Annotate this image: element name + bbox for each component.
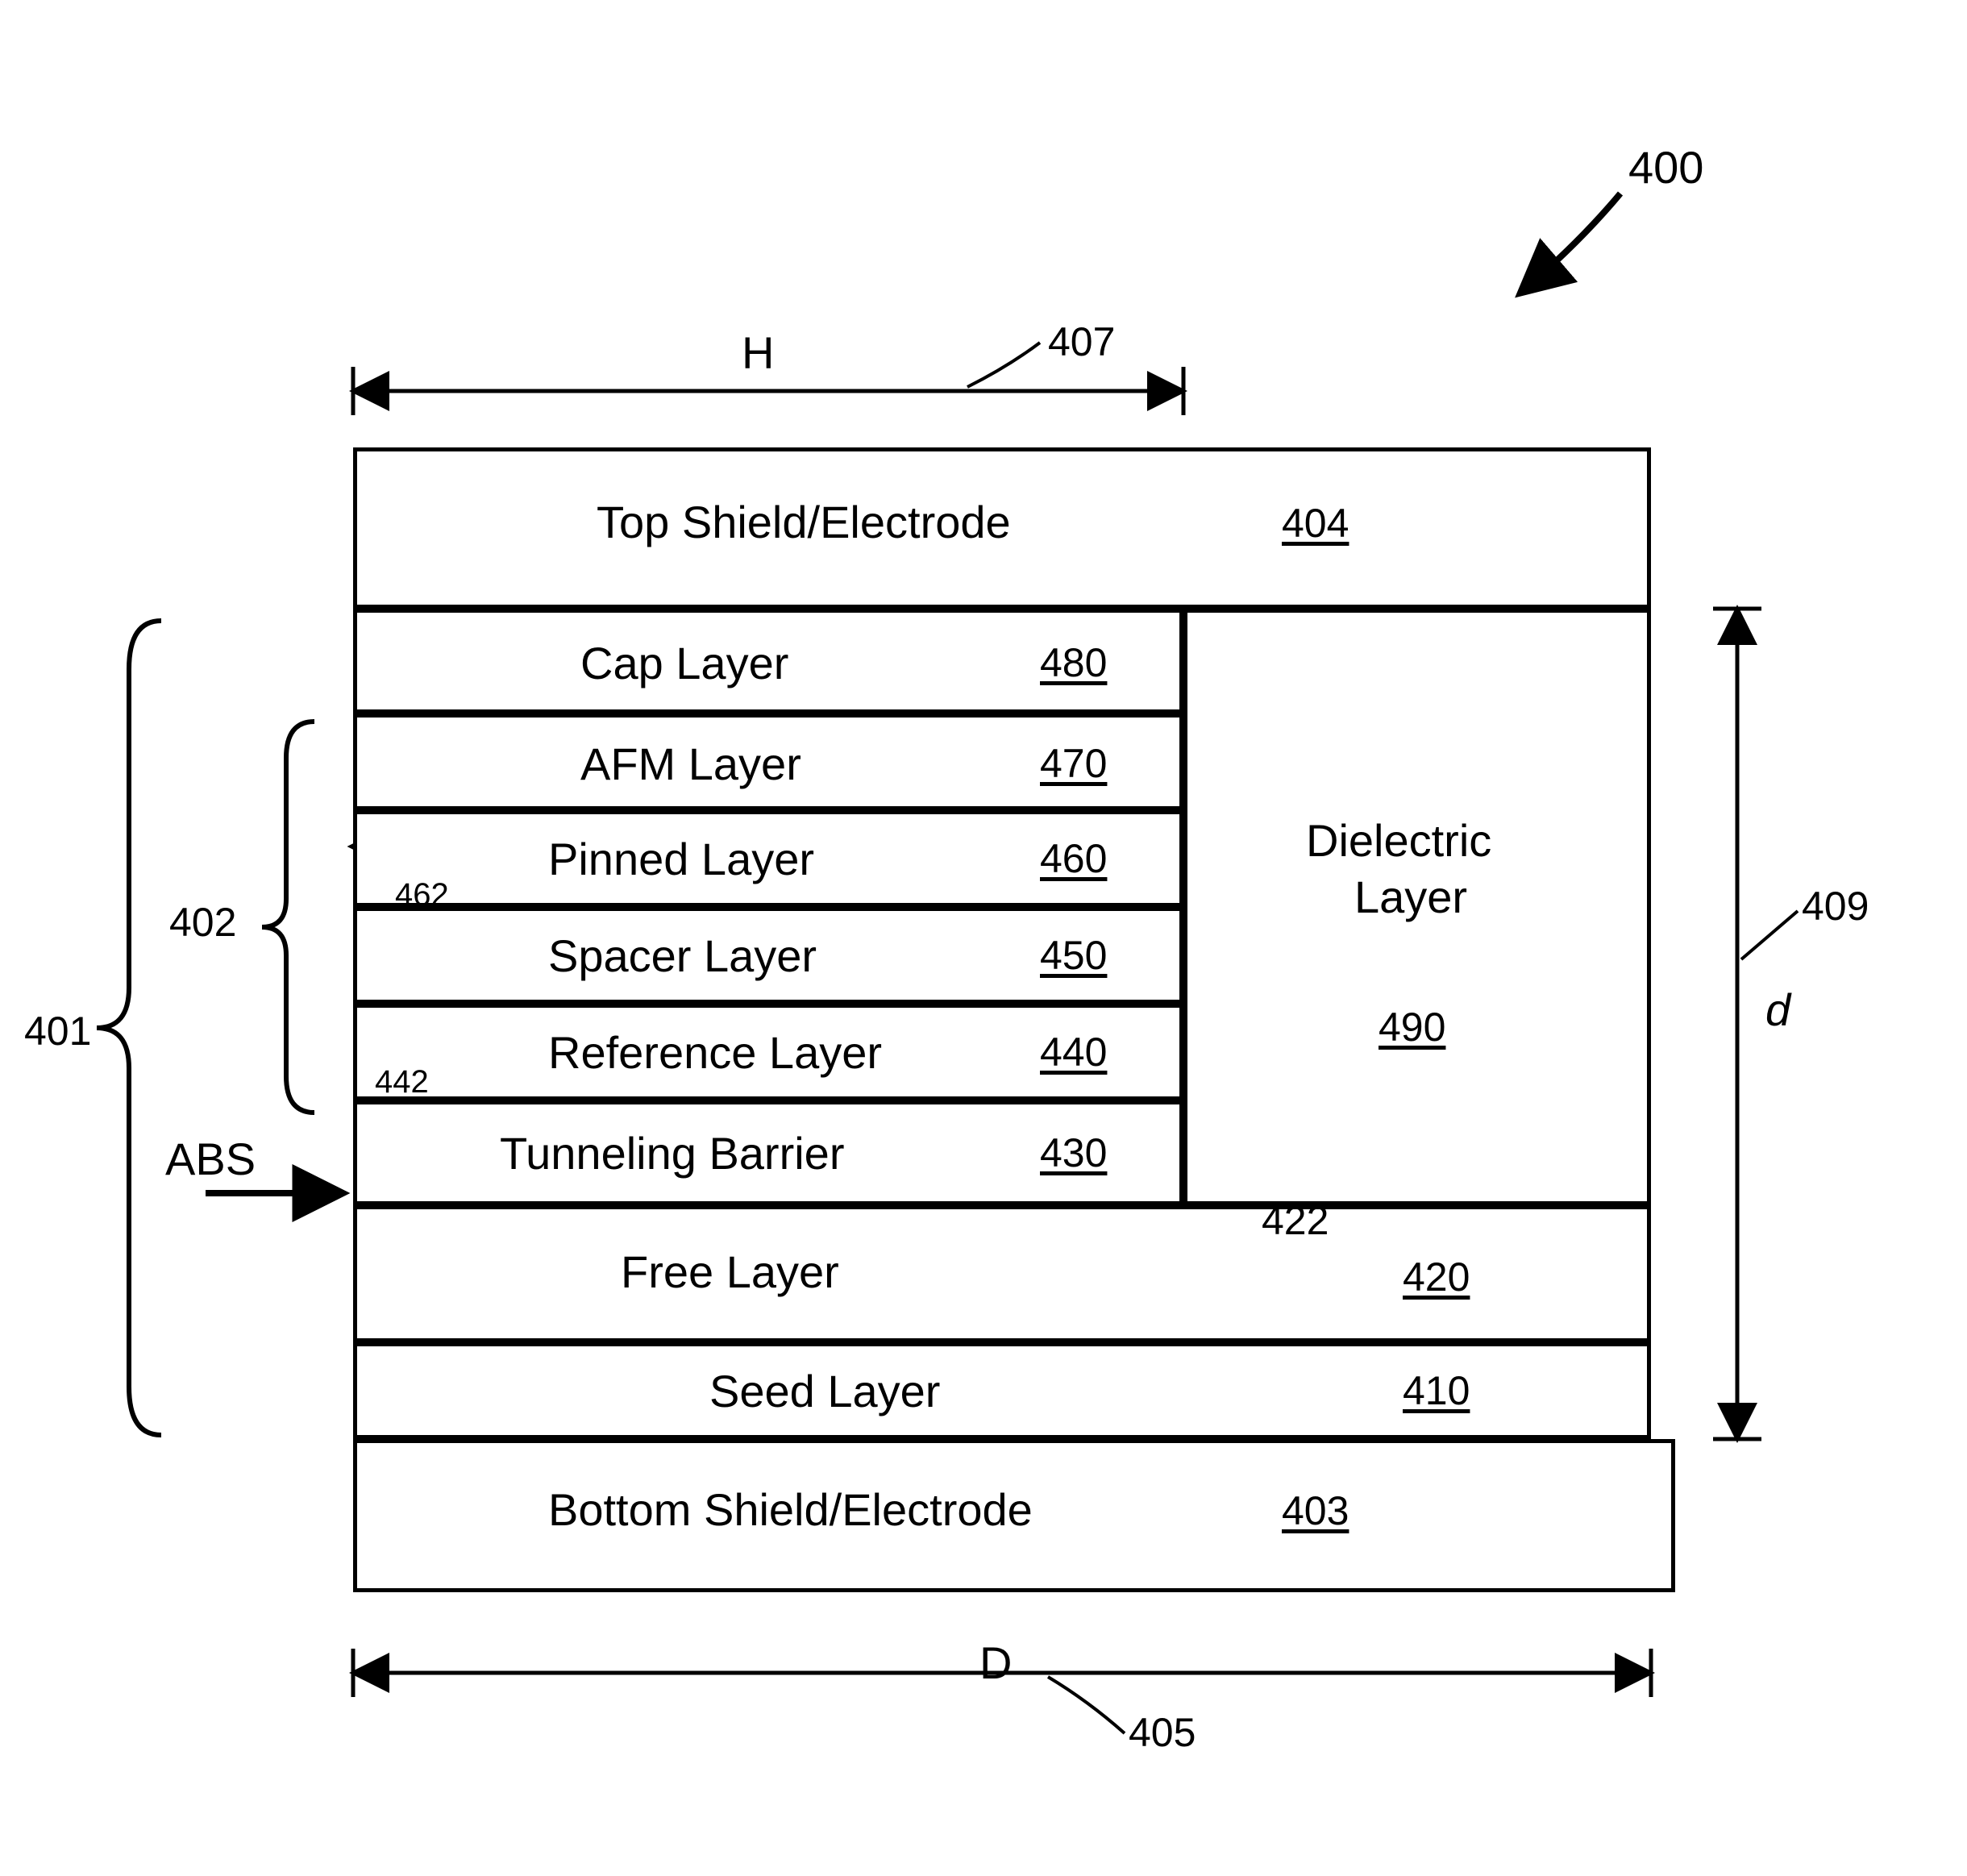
- ref-442: 442: [375, 1064, 429, 1100]
- ref-409: 409: [1802, 883, 1869, 930]
- ref-407-leader: [967, 343, 1040, 387]
- ref-400: 400: [1628, 141, 1703, 193]
- ref-405: 405: [1129, 1709, 1196, 1756]
- dim-d-label: d: [1765, 984, 1790, 1036]
- brace-401: [97, 621, 161, 1435]
- label-tunneling: Tunneling Barrier: [500, 1127, 844, 1179]
- ref-409-leader: [1741, 911, 1798, 959]
- label-pinned: Pinned Layer: [548, 833, 814, 885]
- label-top-shield: Top Shield/Electrode: [597, 496, 1011, 548]
- ref-afm: 470: [1040, 740, 1107, 787]
- ref-spacer: 450: [1040, 932, 1107, 979]
- ref-401: 401: [24, 1008, 91, 1054]
- ref-cap: 480: [1040, 639, 1107, 686]
- ref-dielectric: 490: [1379, 1004, 1445, 1050]
- abs-label: ABS: [165, 1133, 256, 1185]
- dim-D-label: D: [979, 1637, 1012, 1689]
- ref-tunneling: 430: [1040, 1129, 1107, 1176]
- ref-402: 402: [169, 899, 236, 946]
- dim-H-label: H: [742, 327, 774, 379]
- ref-free: 420: [1403, 1254, 1470, 1300]
- label-seed: Seed Layer: [709, 1365, 940, 1417]
- label-cap: Cap Layer: [580, 637, 788, 689]
- label-dielectric-2: Layer: [1354, 871, 1467, 923]
- label-free: Free Layer: [621, 1246, 839, 1298]
- ref-pinned: 460: [1040, 835, 1107, 882]
- figure-page: 400 H 407 D 405 d 409 401 402 ABS Top Sh…: [0, 0, 1967, 1876]
- label-bottom-shield: Bottom Shield/Electrode: [548, 1483, 1033, 1536]
- ref-407: 407: [1048, 318, 1115, 365]
- ref-top-shield: 404: [1282, 500, 1349, 547]
- ref-seed: 410: [1403, 1367, 1470, 1414]
- brace-402: [262, 722, 314, 1113]
- label-afm: AFM Layer: [580, 738, 801, 790]
- ref-400-arrow: [1524, 193, 1620, 290]
- ref-405-leader: [1048, 1677, 1125, 1733]
- label-dielectric-1: Dielectric: [1306, 814, 1491, 867]
- ref-422: 422: [1262, 1197, 1329, 1244]
- label-spacer: Spacer Layer: [548, 930, 817, 982]
- ref-bottom-shield: 403: [1282, 1487, 1349, 1534]
- ref-reference: 440: [1040, 1029, 1107, 1075]
- label-reference: Reference Layer: [548, 1026, 882, 1079]
